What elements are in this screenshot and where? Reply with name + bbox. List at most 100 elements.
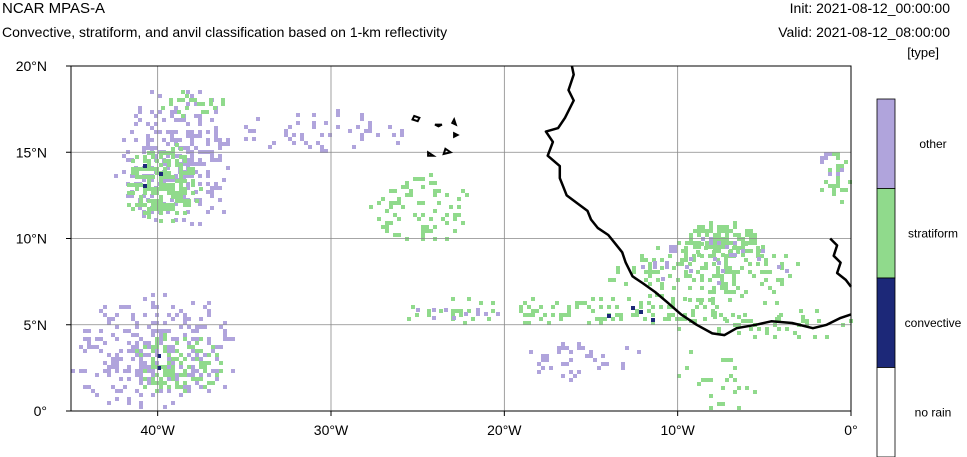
precip-region-other [641, 237, 789, 285]
precip-cell [764, 258, 768, 262]
precip-cell [336, 125, 340, 129]
precip-cell [167, 369, 171, 373]
precip-cell [95, 345, 99, 349]
precip-cell [223, 329, 227, 333]
precip-cell [672, 286, 676, 290]
precip-cell [648, 270, 652, 274]
precip-cell [193, 98, 197, 102]
precip-cell [685, 366, 689, 370]
precip-cell [697, 382, 701, 386]
precip-cell [171, 195, 175, 199]
precip-cell [186, 134, 190, 138]
precip-cell [648, 266, 652, 270]
precip-cell [151, 321, 155, 325]
precip-cell [561, 342, 565, 346]
precip-cell [587, 305, 591, 309]
precip-cell [716, 258, 720, 262]
precip-cell [150, 90, 154, 94]
precip-cell [111, 317, 115, 321]
precip-cell [320, 145, 324, 149]
precip-cell [765, 327, 769, 331]
precip-cell [187, 167, 191, 171]
precip-cell [736, 246, 740, 250]
precip-cell [174, 130, 178, 134]
precip-cell [207, 381, 211, 385]
precip-cell [304, 141, 308, 145]
precip-cell [312, 113, 316, 117]
precip-cell [147, 345, 151, 349]
precip-cell [551, 313, 555, 317]
precip-cell [519, 309, 523, 313]
precip-cell [844, 160, 848, 164]
precip-cell [139, 353, 143, 357]
precip-cell [179, 175, 183, 179]
precip-cell [206, 130, 210, 134]
legend: other stratiform convective no rain [876, 98, 962, 457]
precip-cell [147, 159, 151, 163]
precip-cell [717, 245, 721, 249]
precip-cell [760, 270, 764, 274]
precip-cell [721, 253, 725, 257]
precip-cell [114, 174, 118, 178]
precip-region-convective [607, 306, 655, 322]
precip-cell [135, 353, 139, 357]
precip-cell [167, 345, 171, 349]
precip-cell [214, 186, 218, 190]
precip-cell [163, 381, 167, 385]
precip-cell [491, 309, 495, 313]
precip-cell [199, 385, 203, 389]
precip-cell [708, 290, 712, 294]
precip-cell [170, 110, 174, 114]
precip-cell [737, 315, 741, 319]
precip-cell [203, 365, 207, 369]
precip-cell [178, 138, 182, 142]
precip-cell [191, 167, 195, 171]
precip-cell [376, 133, 380, 137]
field-description: Convective, stratiform, and anvil classi… [2, 24, 448, 40]
precip-cell [143, 297, 147, 301]
precip-cell [210, 190, 214, 194]
precip-cell [163, 159, 167, 163]
precip-cell [205, 110, 209, 114]
precip-cell [744, 258, 748, 262]
precip-cell [368, 125, 372, 129]
precip-cell [421, 201, 425, 205]
precip-cell [210, 194, 214, 198]
precip-cell [182, 194, 186, 198]
precip-cell [579, 301, 583, 305]
precip-cell [131, 167, 135, 171]
precip-cell [139, 199, 143, 203]
precip-cell [159, 183, 163, 187]
precip-cell [179, 199, 183, 203]
precip-cell [170, 138, 174, 142]
precip-region-stratiform [161, 90, 225, 118]
precip-cell [127, 349, 131, 353]
precip-cell [138, 206, 142, 210]
precip-cell [381, 197, 385, 201]
precip-cell [139, 377, 143, 381]
precip-cell [167, 357, 171, 361]
island-outline [434, 123, 443, 128]
precip-cell [179, 155, 183, 159]
precip-cell [745, 249, 749, 253]
precip-cell [712, 254, 716, 258]
precip-cell [476, 312, 480, 316]
precip-cell [248, 129, 252, 133]
precip-cell [159, 211, 163, 215]
precip-cell [360, 137, 364, 141]
precip-cell [150, 178, 154, 182]
precip-cell [752, 274, 756, 278]
precip-cell [163, 171, 167, 175]
precip-cell [206, 210, 210, 214]
precip-cell [179, 393, 183, 397]
precip-cell [368, 121, 372, 125]
precip-cell [741, 319, 745, 323]
precip-cell [616, 266, 620, 270]
precip-cell [635, 313, 639, 317]
precip-cell [393, 213, 397, 217]
precip-cell [688, 274, 692, 278]
precip-cell [828, 172, 832, 176]
precip-cell [684, 270, 688, 274]
precip-cell [199, 361, 203, 365]
precip-cell [256, 117, 260, 121]
